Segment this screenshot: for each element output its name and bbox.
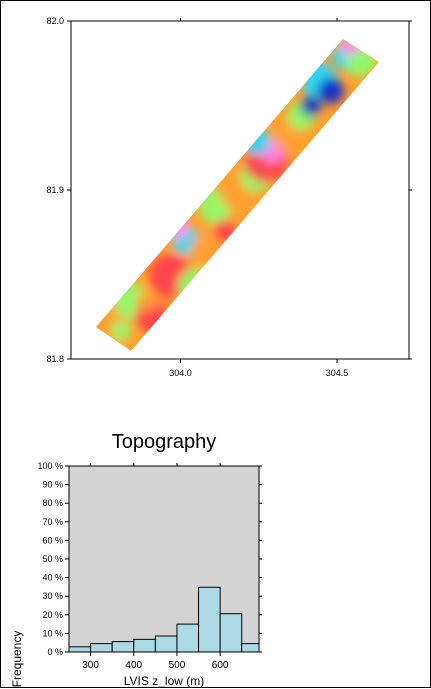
map-y-tick-label: 81.9 — [46, 185, 64, 195]
map-x-tick-label: 304.0 — [169, 368, 192, 378]
histogram-y-tick-label: 40 % — [42, 573, 63, 583]
histogram-bar — [241, 643, 260, 653]
map-y-tick-label: 81.8 — [46, 354, 64, 364]
topography-histogram: Topography 0 % 10 % 20 % 30 % 40 % 50 % 60 % 70 … — [10, 431, 262, 688]
histogram-y-tick-label: 70 % — [42, 517, 63, 527]
histogram-y-tick-label: 0 % — [47, 647, 63, 657]
histogram-bar — [198, 586, 221, 653]
histogram-y-tick-label: 80 % — [42, 498, 63, 508]
histogram-bar — [176, 623, 200, 653]
histogram-x-tick-label: 600 — [212, 660, 229, 671]
histogram-y-tick-label: 20 % — [42, 610, 63, 620]
histogram-y-axis-label: Frequency — [10, 631, 24, 688]
histogram-bar — [111, 641, 135, 653]
histogram-x-tick-label: 300 — [82, 660, 99, 671]
histogram-y-tick-label: 30 % — [42, 591, 63, 601]
histogram-bar — [90, 643, 113, 653]
histogram-y-tick-label: 50 % — [42, 554, 63, 564]
histogram-bar — [154, 635, 178, 653]
topography-map: 304.0 304.5 81.8 81.9 82.0 — [46, 16, 412, 378]
map-x-tick-label: 304.5 — [326, 368, 349, 378]
histogram-x-tick-label: 500 — [169, 660, 186, 671]
histogram-bar — [68, 646, 92, 653]
histogram-bar — [219, 613, 243, 653]
histogram-bar — [133, 638, 156, 653]
histogram-x-tick-label: 400 — [125, 660, 142, 671]
histogram-y-tick-label: 100 % — [37, 461, 63, 471]
histogram-x-axis-label: LVIS z_low (m) — [124, 674, 204, 688]
histogram-y-tick-label: 10 % — [42, 628, 63, 638]
histogram-y-tick-label: 90 % — [42, 480, 63, 490]
histogram-y-tick-label: 60 % — [42, 535, 63, 545]
map-y-tick-label: 82.0 — [46, 16, 64, 26]
histogram-title: Topography — [112, 431, 217, 453]
